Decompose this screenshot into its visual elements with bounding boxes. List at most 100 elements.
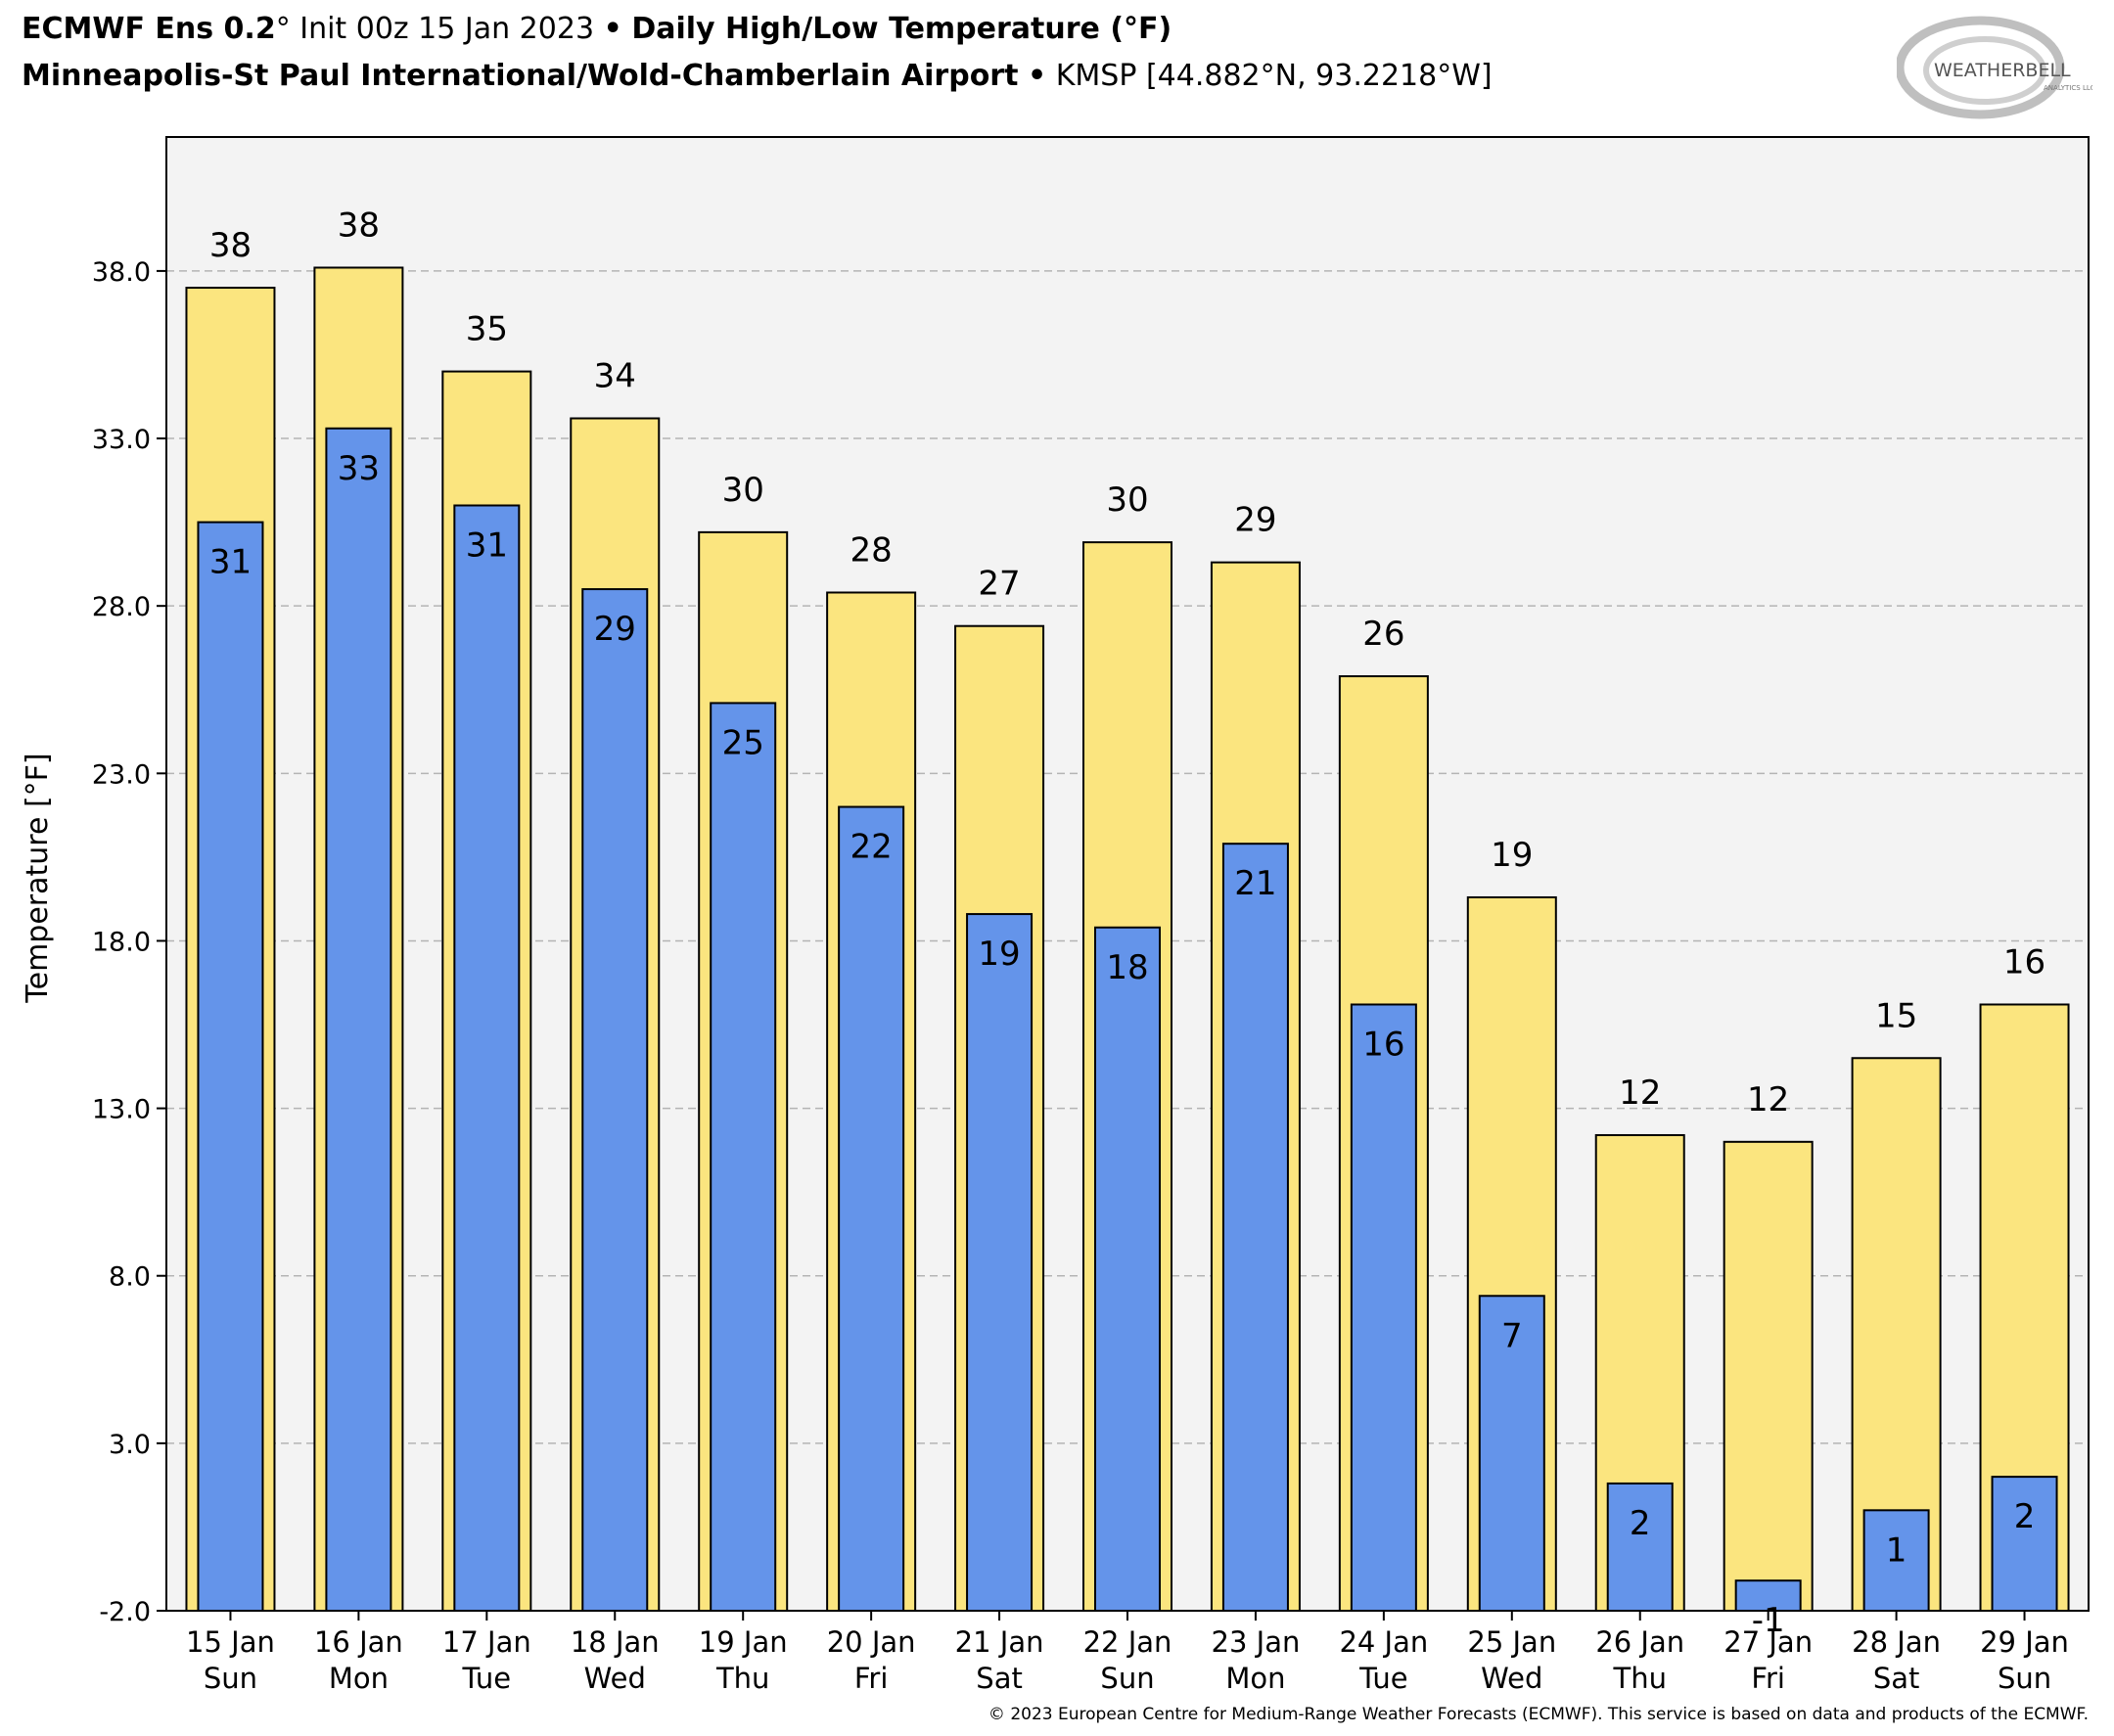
bullet-separator: • xyxy=(603,12,622,46)
low-value-label: 31 xyxy=(466,526,508,566)
low-bar xyxy=(1862,1509,1930,1613)
low-value-label: 7 xyxy=(1501,1316,1523,1355)
low-bar xyxy=(1991,1476,2058,1613)
high-value-label: 12 xyxy=(1747,1080,1789,1119)
station-id: KMSP [44.882°N, 93.2218°W] xyxy=(1055,59,1493,93)
y-tick-label: 28.0 xyxy=(92,592,151,622)
x-tick-label-date: 29 Jan xyxy=(1980,1625,2069,1659)
low-value-label: 25 xyxy=(722,723,764,762)
station-name: Minneapolis-St Paul International/Wold-C… xyxy=(22,59,1019,93)
x-tick-label-day: Sat xyxy=(976,1662,1023,1695)
y-tick-label: -2.0 xyxy=(99,1597,151,1627)
low-bar xyxy=(1478,1295,1545,1613)
low-value-label: 21 xyxy=(1234,864,1276,903)
x-tick-label-date: 16 Jan xyxy=(314,1625,403,1659)
x-tick-label-date: 28 Jan xyxy=(1852,1625,1941,1659)
low-bar xyxy=(710,702,777,1612)
x-tick-label-date: 24 Jan xyxy=(1339,1625,1428,1659)
low-bar xyxy=(966,913,1034,1612)
low-value-label: 19 xyxy=(978,935,1020,974)
high-value-label: 15 xyxy=(1875,996,1917,1035)
x-tick-label-date: 21 Jan xyxy=(955,1625,1044,1659)
logo-text: WEATHERBELL xyxy=(1934,60,2071,81)
x-tick-label-day: Thu xyxy=(715,1662,769,1695)
low-value-label: 2 xyxy=(2014,1497,2036,1536)
y-tick-label: 38.0 xyxy=(92,257,151,288)
weatherbell-logo: WEATHERBELL ANALYTICS LLC xyxy=(1897,16,2092,119)
low-value-label: 22 xyxy=(850,828,893,867)
low-bar xyxy=(581,588,649,1612)
x-tick-label-date: 27 Jan xyxy=(1723,1625,1813,1659)
low-bar xyxy=(1350,1003,1417,1612)
y-tick-label: 18.0 xyxy=(92,927,151,957)
x-tick-label-date: 18 Jan xyxy=(571,1625,660,1659)
bullet-separator-2: • xyxy=(1028,59,1047,93)
low-bar xyxy=(838,805,905,1612)
x-tick-label-date: 22 Jan xyxy=(1083,1625,1172,1659)
x-tick-label-date: 17 Jan xyxy=(442,1625,531,1659)
high-value-label: 12 xyxy=(1619,1074,1661,1113)
degree-symbol: ° xyxy=(275,12,291,46)
high-value-label: 35 xyxy=(466,310,508,349)
high-value-label: 29 xyxy=(1234,501,1276,540)
x-tick-label-date: 23 Jan xyxy=(1212,1625,1301,1659)
copyright-footer: © 2023 European Centre for Medium-Range … xyxy=(988,1705,2089,1724)
high-value-label: 38 xyxy=(338,206,380,245)
low-bar xyxy=(1606,1482,1674,1613)
x-tick-label-day: Tue xyxy=(1358,1662,1408,1695)
x-tick-label-day: Sat xyxy=(1873,1662,1920,1695)
chart-title-line-1: ECMWF Ens 0.2° Init 00z 15 Jan 2023 • Da… xyxy=(22,12,1172,46)
x-tick-label-day: Wed xyxy=(584,1662,646,1695)
y-tick-label: 3.0 xyxy=(109,1430,151,1460)
high-value-label: 19 xyxy=(1491,836,1533,875)
low-value-label: 18 xyxy=(1106,948,1148,987)
x-tick-label-day: Sun xyxy=(1998,1662,2051,1695)
x-tick-label-day: Mon xyxy=(1225,1662,1285,1695)
low-value-label: -1 xyxy=(1752,1601,1785,1640)
init-time: Init 00z 15 Jan 2023 xyxy=(299,12,595,46)
low-value-label: 16 xyxy=(1362,1025,1404,1064)
low-value-label: 1 xyxy=(1886,1530,1907,1570)
low-value-label: 31 xyxy=(209,543,252,582)
high-value-label: 34 xyxy=(594,357,636,396)
x-tick-label-date: 15 Jan xyxy=(186,1625,275,1659)
low-bar xyxy=(1094,926,1161,1612)
x-tick-label-date: 26 Jan xyxy=(1595,1625,1684,1659)
high-value-label: 30 xyxy=(1106,480,1148,520)
model-name: ECMWF Ens 0.2 xyxy=(22,12,276,46)
x-tick-label-day: Tue xyxy=(462,1662,512,1695)
low-value-label: 29 xyxy=(594,610,636,649)
x-tick-label-date: 20 Jan xyxy=(827,1625,916,1659)
bar-labels: 3831383335313429302528222719301829212616… xyxy=(209,206,2045,1640)
y-tick-label: 13.0 xyxy=(92,1095,151,1125)
high-value-label: 27 xyxy=(978,565,1020,604)
high-value-label: 38 xyxy=(209,226,252,265)
chart-title-line-2: Minneapolis-St Paul International/Wold-C… xyxy=(22,59,1493,93)
low-bar xyxy=(1221,843,1289,1612)
x-tick-label-day: Mon xyxy=(329,1662,389,1695)
x-tick-label-day: Sun xyxy=(1100,1662,1154,1695)
high-value-label: 28 xyxy=(850,530,893,570)
x-tick-label-day: Sun xyxy=(204,1662,257,1695)
product-title: Daily High/Low Temperature (°F) xyxy=(631,12,1172,46)
low-bar xyxy=(197,521,264,1612)
bars xyxy=(185,266,2070,1613)
high-value-label: 26 xyxy=(1362,615,1404,654)
low-value-label: 2 xyxy=(1630,1504,1651,1543)
y-tick-label: 33.0 xyxy=(92,425,151,455)
high-bar xyxy=(1723,1140,1814,1613)
x-tick-label-day: Fri xyxy=(854,1662,889,1695)
low-bar xyxy=(453,504,521,1612)
y-axis: -2.0 3.0 8.0 13.0 18.0 23.0 28.0 33.0 38.0 xyxy=(92,257,166,1627)
x-tick-label-day: Thu xyxy=(1612,1662,1666,1695)
high-value-label: 30 xyxy=(722,471,764,510)
y-tick-label: 23.0 xyxy=(92,759,151,790)
x-tick-label-day: Fri xyxy=(1751,1662,1785,1695)
low-value-label: 33 xyxy=(338,449,380,488)
x-tick-label-date: 25 Jan xyxy=(1467,1625,1556,1659)
x-tick-label-date: 19 Jan xyxy=(699,1625,788,1659)
y-axis-label: Temperature [°F] xyxy=(21,753,55,1003)
x-tick-label-day: Wed xyxy=(1481,1662,1542,1695)
